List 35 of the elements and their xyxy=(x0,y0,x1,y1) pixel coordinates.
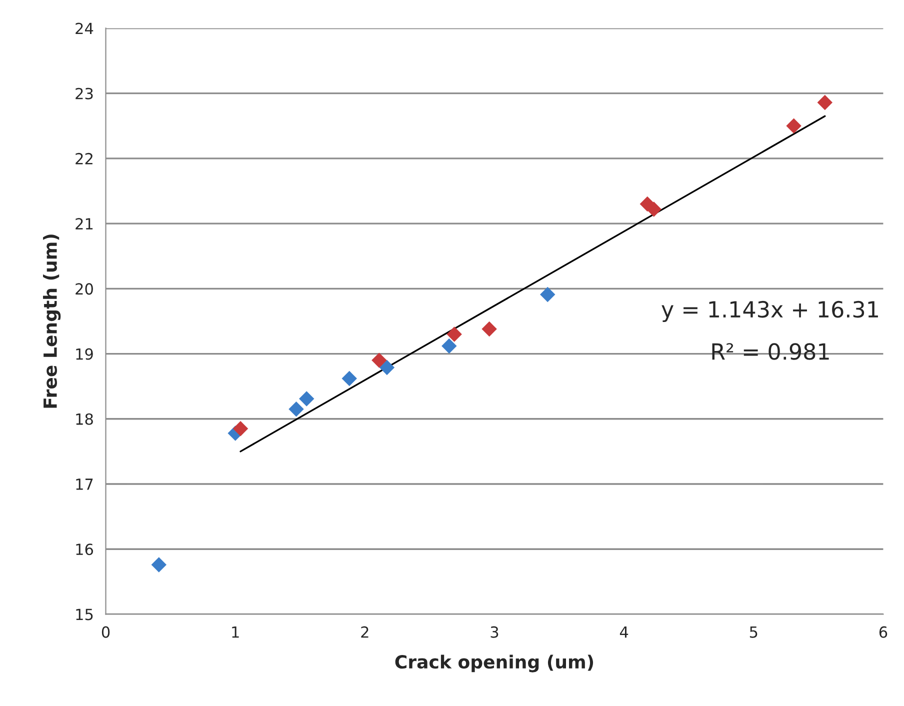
y-tick-label: 22 xyxy=(76,152,92,164)
point xyxy=(372,352,387,368)
point xyxy=(646,202,662,217)
x-tick-label: 1 xyxy=(232,626,239,638)
x-tick-label: 5 xyxy=(750,626,758,638)
point xyxy=(232,421,248,436)
y-tick-label: 24 xyxy=(76,22,94,34)
y-tick-label: 16 xyxy=(76,544,93,556)
point xyxy=(786,118,802,134)
x-tick-label: 2 xyxy=(361,626,368,638)
point xyxy=(442,338,457,354)
y-tick-label: 17 xyxy=(76,478,93,490)
x-tick-label: 3 xyxy=(490,626,498,638)
point xyxy=(379,360,395,376)
point xyxy=(299,391,314,406)
y-tick-label: 15 xyxy=(76,608,93,620)
x-axis-title: Crack opening (um) xyxy=(395,654,594,672)
y-tick-label: 23 xyxy=(76,88,93,100)
y-tick-label: 19 xyxy=(76,348,93,360)
point xyxy=(540,286,556,302)
annotation: y = 1.143x + 16.31 xyxy=(662,300,878,322)
x-tick-label: 0 xyxy=(102,626,110,638)
point xyxy=(482,321,497,337)
y-tick-label: 20 xyxy=(76,283,93,295)
x-tick-label: 6 xyxy=(879,626,888,638)
y-tick-label: 18 xyxy=(76,413,93,425)
annotation: R² = 0.981 xyxy=(712,343,829,360)
point xyxy=(446,326,462,342)
y-axis-title: Free Length (um) xyxy=(43,234,61,408)
y-tick-label: 21 xyxy=(76,218,93,230)
point xyxy=(288,402,304,417)
point xyxy=(817,94,833,110)
point xyxy=(151,557,166,572)
x-tick-label: 4 xyxy=(620,626,628,638)
point xyxy=(342,370,357,386)
